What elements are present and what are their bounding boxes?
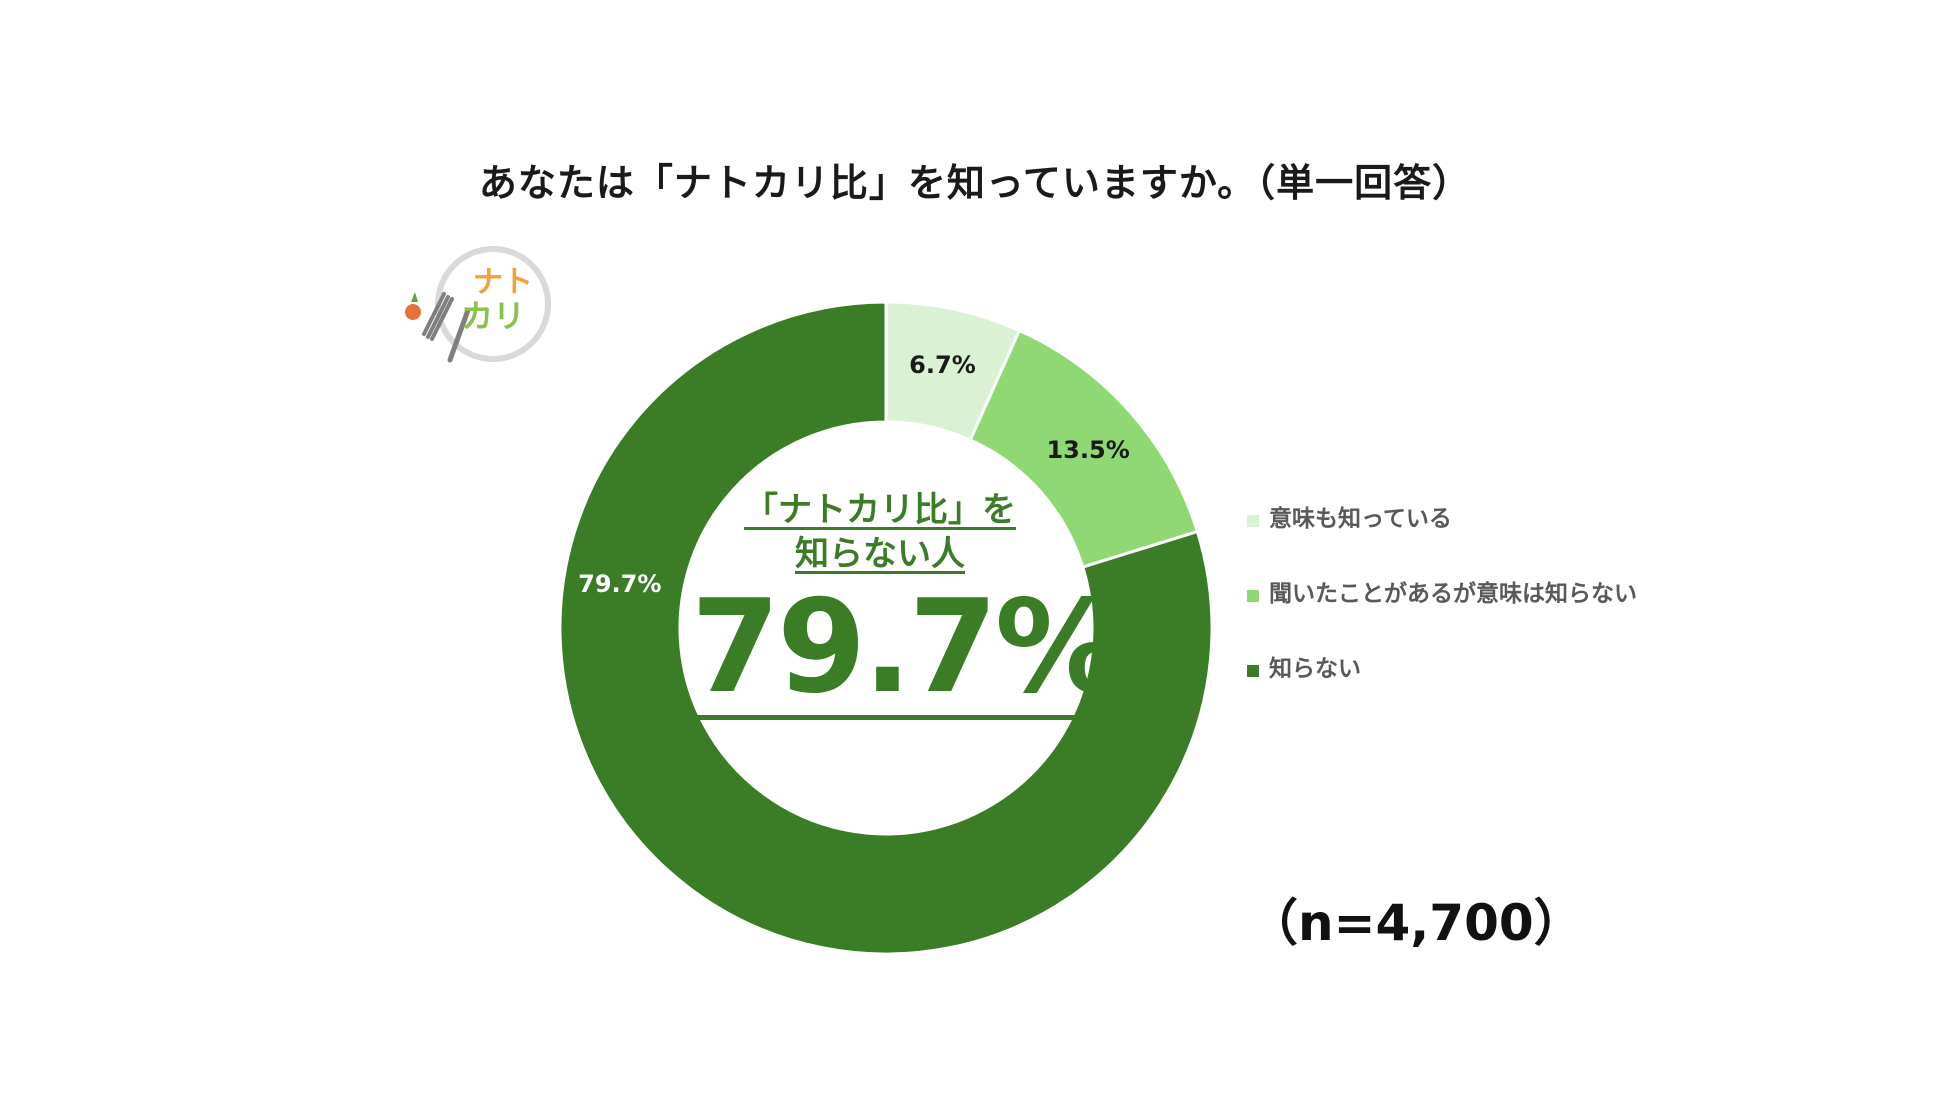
- center-annotation: 「ナトカリ比」を 知らない人 79.7%: [685, 488, 1127, 720]
- legend: 意味も知っている 聞いたことがあるが意味は知らない 知らない: [1247, 500, 1637, 725]
- center-caption-line1: 「ナトカリ比」を: [744, 490, 1016, 530]
- data-label-1: 13.5%: [1046, 436, 1129, 464]
- svg-text:ナト: ナト: [473, 265, 533, 300]
- tomato-icon: [405, 304, 421, 320]
- natokari-logo: ナト カリ: [405, 246, 551, 363]
- chart-title: あなたは「ナトカリ比」を知っていますか。（単一回答）: [478, 161, 1472, 205]
- legend-label-2: 知らない: [1269, 656, 1361, 682]
- center-caption-line2: 知らない人: [795, 534, 965, 574]
- legend-label-1: 聞いたことがあるが意味は知らない: [1269, 581, 1637, 607]
- center-value: 79.7%: [685, 580, 1127, 720]
- legend-item-2: 知らない: [1247, 650, 1637, 725]
- knife-icon: [447, 307, 471, 363]
- data-label-0: 6.7%: [909, 351, 976, 379]
- data-label-2: 79.7%: [578, 570, 661, 598]
- sample-size: （n=4,700）: [1248, 894, 1584, 952]
- slice-labels: 6.7% 13.5% 79.7%: [578, 351, 1130, 598]
- donut-slice-2: [558, 300, 1214, 956]
- legend-item-1: 聞いたことがあるが意味は知らない: [1247, 575, 1637, 650]
- legend-label-0: 意味も知っている: [1269, 506, 1452, 532]
- legend-swatch-1: [1247, 590, 1259, 602]
- legend-swatch-0: [1247, 515, 1259, 527]
- fork-icon: [422, 292, 454, 341]
- donut-slices: [558, 300, 1214, 956]
- legend-swatch-2: [1247, 665, 1259, 677]
- legend-item-0: 意味も知っている: [1247, 500, 1637, 575]
- svg-text:カリ: カリ: [461, 297, 525, 335]
